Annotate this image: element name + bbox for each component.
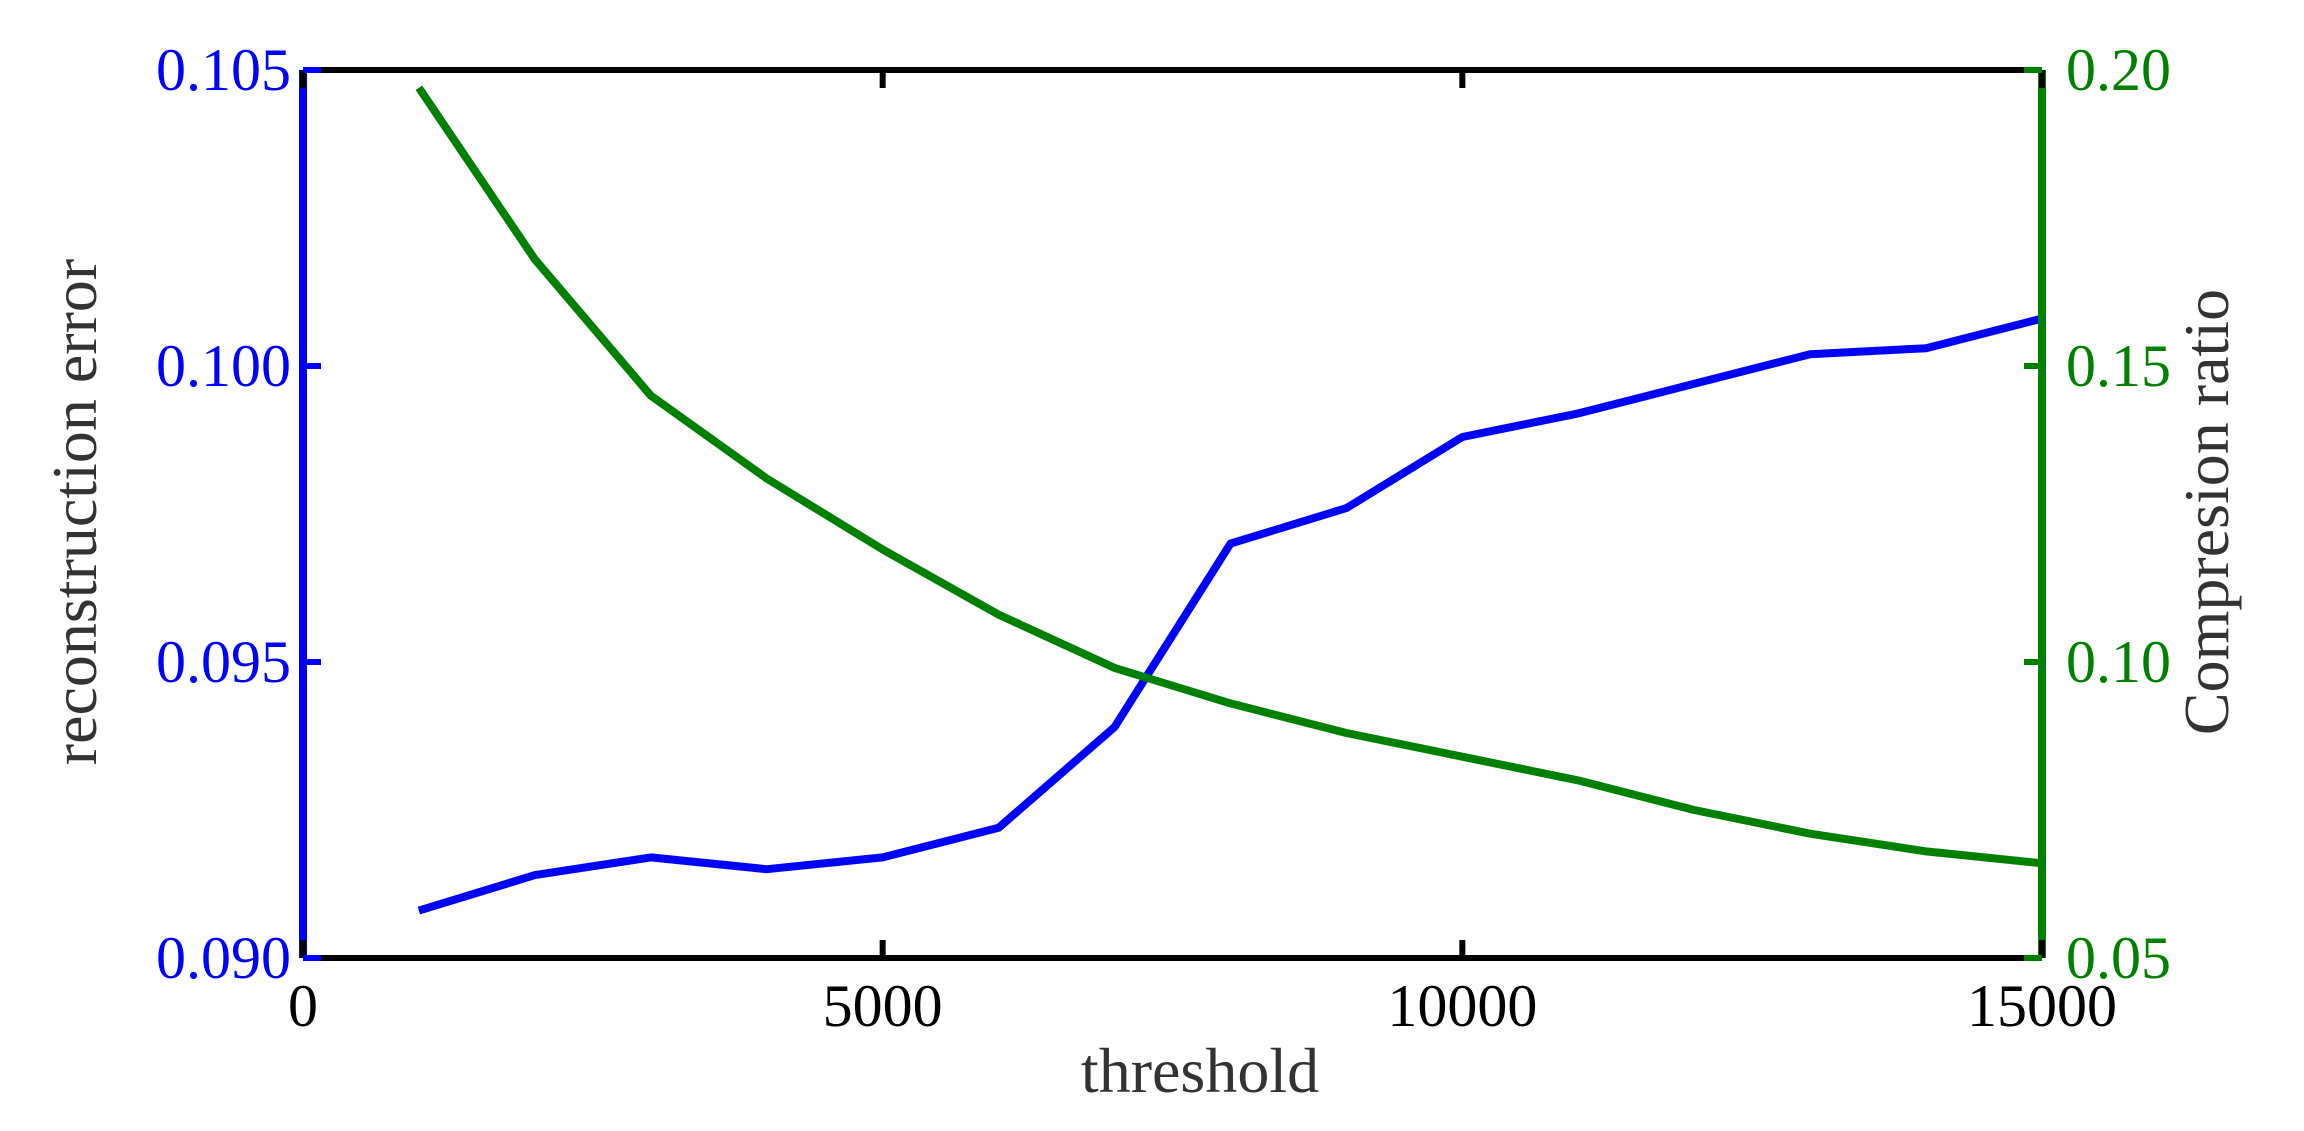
- series-line-reconstruction-error: [417, 314, 2043, 915]
- left-y-axis-ticks: 0.090 0.095 0.100 0.105: [156, 37, 321, 991]
- right-y-tick-label: 0.05: [2066, 925, 2171, 991]
- right-y-tick-label: 0.15: [2066, 333, 2171, 399]
- x-axis-label: threshold: [1081, 1035, 1319, 1106]
- series-line-compression-ratio: [415, 85, 2043, 868]
- x-tick-label: 0: [288, 973, 318, 1039]
- x-axis-ticks: 0 5000 10000 15000: [288, 70, 2117, 1039]
- left-y-tick-label: 0.095: [156, 629, 291, 695]
- right-y-axis-label: Compresion ratio: [2171, 289, 2242, 735]
- right-y-axis-ticks: 0.05 0.10 0.15 0.20: [2024, 37, 2171, 991]
- left-y-tick-label: 0.105: [156, 37, 291, 103]
- left-y-axis-label: reconstruction error: [39, 259, 110, 765]
- left-y-tick-label: 0.100: [156, 333, 291, 399]
- right-y-tick-label: 0.20: [2066, 37, 2171, 103]
- plot-lines: [415, 85, 2043, 915]
- x-tick-label: 5000: [823, 973, 943, 1039]
- x-tick-label: 10000: [1387, 973, 1537, 1039]
- x-tick-label: 15000: [1967, 973, 2117, 1039]
- plot-frame: [299, 67, 2046, 961]
- right-y-tick-label: 0.10: [2066, 629, 2171, 695]
- left-y-tick-label: 0.090: [156, 925, 291, 991]
